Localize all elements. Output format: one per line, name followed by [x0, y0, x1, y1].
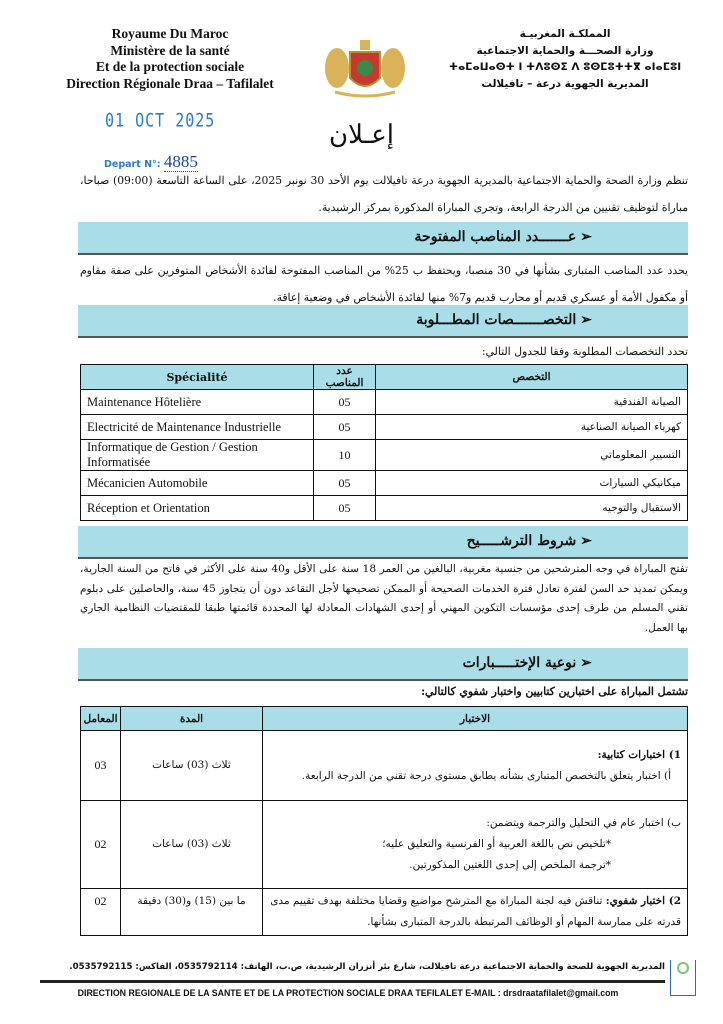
table-row: Réception et Orientation 05 الاستقبال والت…: [80, 495, 688, 521]
table-row: 02 ثلاث (03) ساعات ب) اختبار عام في التح…: [80, 800, 688, 889]
footer-arabic: المديرية الجهوية للصحة والحماية الاجتماع…: [69, 962, 665, 972]
cell-ar: التسيير المعلوماتي: [375, 439, 688, 471]
date-stamp: 01 OCT 2025: [105, 108, 216, 132]
table-row: Maintenance Hôtelière 05 الصيانة الفندقية: [80, 389, 688, 415]
column-header: المعامل: [80, 706, 121, 731]
arrow-icon: ➢: [580, 229, 592, 245]
cell-fr: Réception et Orientation: [80, 495, 314, 521]
cell-count: 10: [313, 439, 376, 471]
table-header-row: Spécialité عدد المناصب التخصص: [80, 364, 688, 390]
arrow-icon: ➢: [580, 533, 592, 549]
cell-ar: ميكانيكي السيارات: [375, 470, 688, 496]
cell-fr: Informatique de Gestion / Gestion Inform…: [80, 439, 314, 471]
test-line: تناقش فيه لجنة المباراة مع المترشح مواضي…: [270, 895, 681, 928]
table-row: 03 ثلاث (03) ساعات 1) اختبارات كتابية: أ)…: [80, 730, 688, 801]
section-bar-positions: ➢عـــــــدد المناصب المفتوحة: [78, 222, 688, 255]
section-bar-conditions: ➢شروط الترشـــــيح: [78, 526, 688, 559]
arrow-icon: ➢: [580, 312, 592, 328]
test-heading: 2) اختبار شفوي:: [605, 895, 681, 907]
cell-coef: 02: [80, 888, 121, 936]
specialties-table: Spécialité عدد المناصب التخصص Maintenanc…: [80, 364, 688, 521]
header-fr-line: Direction Régionale Draa – Tafilalet: [66, 75, 274, 91]
header-fr-line: Royaume Du Maroc: [111, 26, 229, 41]
specialties-intro: تحدد التخصصات المطلوبة وفقا للجدول التال…: [481, 345, 688, 358]
cell-test: 1) اختبارات كتابية: أ) اختبار يتعلق بالتخ…: [262, 730, 688, 801]
cell-count: 05: [313, 414, 376, 440]
cell-ar: كهرباء الصيانة الصناعية: [375, 414, 688, 440]
test-heading: 1) اختبارات كتابية:: [597, 748, 681, 761]
cell-count: 05: [313, 389, 376, 415]
cell-count: 05: [313, 470, 376, 496]
depart-value: 4885: [163, 152, 198, 172]
column-header: التخصص: [375, 364, 688, 390]
conditions-paragraph: تفتح المباراة في وجه المترشحين من جنسية …: [80, 563, 689, 634]
test-heading: ب) اختبار عام في التحليل والترجمة ويتضمن…: [486, 817, 681, 829]
section-title: عـــــــدد المناصب المفتوحة: [414, 229, 577, 245]
page-title: إعـلان: [329, 120, 394, 150]
coat-of-arms-icon: [325, 40, 405, 98]
footer-divider: [40, 980, 665, 983]
header-french: Royaume Du Maroc Ministère de la santé E…: [20, 26, 320, 92]
cell-coef: 02: [80, 800, 121, 889]
header-ar-line: المملكـة المغربيـة: [519, 28, 611, 40]
cell-coef: 03: [80, 730, 121, 801]
exams-table: المعامل المدة الاختبار 03 ثلاث (03) ساعا…: [80, 706, 688, 936]
arrow-icon: ➢: [580, 655, 592, 671]
table-row: 02 ما بين (15) و(30) دقيقة 2) اختبار شفو…: [80, 888, 688, 936]
depart-label: Depart N°:: [104, 159, 161, 170]
column-header: Spécialité: [80, 364, 314, 390]
footer-logo-icon: [670, 960, 696, 996]
cell-duration: ثلاث (03) ساعات: [120, 730, 263, 801]
test-line: *ترجمة الملخص إلى إحدى اللغتين المذكورتي…: [409, 859, 611, 871]
header-ar-line: المديرية الجهوية درعة – تافيلالت: [481, 77, 649, 90]
column-header: عدد المناصب: [313, 364, 376, 390]
cell-test: ب) اختبار عام في التحليل والترجمة ويتضمن…: [262, 800, 688, 889]
header-ar-line: وزارة الصحـــة والحماية الاجتماعية: [476, 44, 654, 57]
cell-ar: الصيانة الفندقية: [375, 389, 688, 415]
header-fr-line: Ministère de la santé: [110, 42, 230, 58]
section-title: شروط الترشـــــيح: [466, 533, 577, 549]
header-arabic: المملكـة المغربيـة وزارة الصحـــة والحما…: [430, 26, 700, 92]
cell-duration: ما بين (15) و(30) دقيقة: [120, 888, 263, 936]
intro-paragraph: تنظم وزارة الصحة والحماية الاجتماعية بال…: [80, 174, 688, 214]
table-header-row: المعامل المدة الاختبار: [80, 706, 688, 731]
cell-fr: Maintenance Hôtelière: [80, 389, 314, 415]
test-line: أ) اختبار يتعلق بالتخصص المتبارى بشأنه ي…: [301, 769, 671, 782]
table-row: Mécanicien Automobile 05 ميكانيكي السيارات: [80, 470, 688, 496]
cell-ar: الاستقبال والتوجيه: [375, 495, 688, 521]
positions-paragraph: يحدد عدد المناصب المتبارى بشأنها في 30 م…: [80, 264, 688, 304]
cell-fr: Mécanicien Automobile: [80, 470, 314, 496]
footer-french: DIRECTION REGIONALE DE LA SANTE ET DE LA…: [77, 988, 619, 998]
section-bar-exams: ➢نوعية الإختـــــبارات: [78, 648, 688, 681]
section-title: نوعية الإختـــــبارات: [462, 655, 577, 671]
section-title: التخصـــــــصات المطـــلوبة: [416, 312, 577, 328]
depart-number: Depart N°: 4885: [104, 152, 198, 172]
test-line: *تلخيص نص باللغة العربية أو الفرنسية وال…: [382, 838, 611, 850]
cell-duration: ثلاث (03) ساعات: [120, 800, 263, 889]
table-row: Informatique de Gestion / Gestion Inform…: [80, 439, 688, 471]
header-ar-line: ⵜⴰⵎⴰⵡⴰⵙⵜ ⵏ ⵜⴷⵓⵙⵉ ⴷ ⵓⵙⵎⵓⵜⵜⴳ ⴰⵏⴰⵎⵓⵏ: [448, 61, 682, 73]
header-fr-line: Et de la protection sociale: [95, 59, 245, 74]
column-header: المدة: [120, 706, 263, 731]
section-bar-specialties: ➢التخصـــــــصات المطـــلوبة: [78, 305, 688, 338]
exams-intro: تشتمل المباراة على اختبارين كتابيين واخت…: [421, 685, 688, 698]
cell-count: 05: [313, 495, 376, 521]
cell-fr: Electricité de Maintenance Industrielle: [80, 414, 314, 440]
column-header: الاختبار: [262, 706, 688, 731]
cell-test: 2) اختبار شفوي: تناقش فيه لجنة المباراة …: [262, 888, 688, 936]
table-row: Electricité de Maintenance Industrielle 0…: [80, 414, 688, 440]
